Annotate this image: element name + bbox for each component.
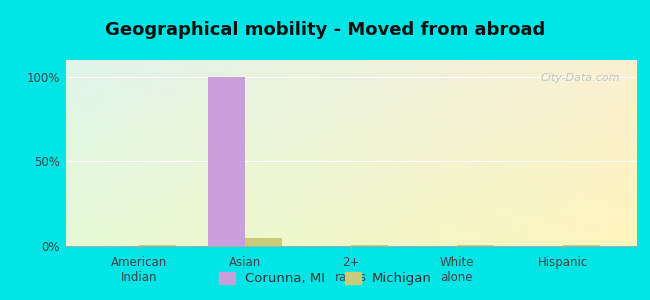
Text: City-Data.com: City-Data.com	[540, 73, 620, 83]
Bar	[208, 77, 245, 246]
Bar	[245, 238, 282, 246]
Bar	[563, 245, 600, 246]
Bar	[457, 245, 494, 246]
Bar	[351, 245, 388, 246]
Legend: Corunna, MI, Michigan: Corunna, MI, Michigan	[213, 266, 437, 290]
Text: Geographical mobility - Moved from abroad: Geographical mobility - Moved from abroa…	[105, 21, 545, 39]
Bar	[139, 245, 176, 246]
